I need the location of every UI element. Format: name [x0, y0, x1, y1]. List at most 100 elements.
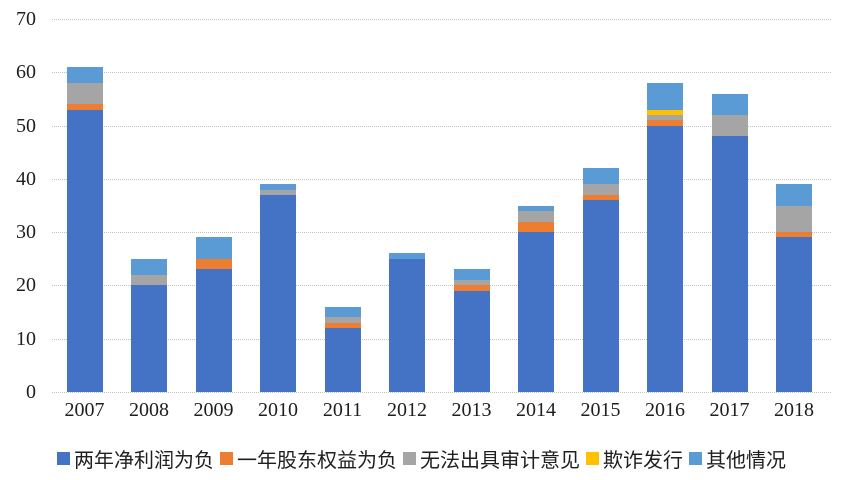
bar-segment	[711, 114, 748, 137]
bar-segment	[66, 104, 103, 110]
bar-segment	[389, 253, 425, 259]
bar-segment	[518, 210, 554, 222]
y-tick-label: 40	[16, 167, 36, 190]
legend-item-4: 其他情况	[689, 444, 786, 473]
bar-segment	[518, 221, 554, 233]
bar-segment	[260, 184, 296, 190]
bar-segment	[582, 184, 619, 195]
gridline	[52, 125, 831, 127]
gridline	[52, 232, 831, 234]
y-tick-label: 20	[16, 274, 36, 297]
bar-2018	[776, 184, 812, 392]
bar-2017	[711, 93, 748, 392]
bar-segment	[776, 232, 812, 238]
legend-item-0: 两年净利润为负	[57, 444, 214, 473]
gridline	[52, 285, 831, 287]
bar-segment	[66, 82, 103, 105]
bar-2008	[131, 258, 167, 392]
bar-segment	[66, 66, 103, 83]
bar-segment	[647, 125, 683, 392]
bar-segment	[453, 285, 490, 291]
bar-2009	[195, 237, 232, 392]
bar-segment	[324, 306, 361, 318]
gridline	[52, 178, 831, 180]
legend-label: 一年股东权益为负	[237, 450, 397, 472]
bar-segment	[776, 237, 812, 392]
bar-segment	[582, 194, 619, 201]
bar-segment	[647, 114, 683, 121]
bar-segment	[647, 109, 683, 115]
legend-swatch-icon	[220, 452, 233, 465]
bar-segment	[518, 205, 554, 211]
x-tick-label: 2009	[193, 399, 234, 421]
bar-segment	[711, 93, 748, 115]
bar-segment	[195, 269, 232, 392]
bar-2007	[66, 66, 103, 392]
x-tick-label: 2016	[645, 399, 685, 421]
bar-segment	[131, 258, 167, 275]
bar-segment	[776, 184, 812, 206]
x-tick-label: 2014	[516, 399, 556, 421]
bar-segment	[195, 237, 232, 259]
bar-segment	[131, 274, 167, 286]
bar-segment	[647, 120, 683, 126]
legend-swatch-icon	[403, 452, 416, 465]
y-tick-label: 70	[16, 8, 36, 30]
y-tick-label: 10	[16, 327, 36, 350]
bar-2013	[453, 269, 490, 392]
bar-segment	[453, 290, 490, 392]
bar-segment	[711, 136, 748, 392]
bar-segment	[324, 322, 361, 329]
bar-segment	[260, 194, 296, 392]
bar-2015	[582, 168, 619, 392]
x-tick-label: 2013	[451, 399, 492, 421]
bar-segment	[324, 317, 361, 323]
bar-2016	[647, 82, 683, 392]
gridline	[52, 338, 831, 340]
bar-2011	[324, 306, 361, 392]
x-tick-label: 2010	[258, 399, 298, 421]
y-tick-label: 0	[26, 381, 36, 403]
bar-segment	[389, 258, 425, 392]
gridline	[52, 392, 831, 393]
legend-swatch-icon	[586, 452, 599, 465]
x-tick-label: 2015	[580, 399, 621, 421]
legend-item-2: 无法出具审计意见	[403, 444, 580, 473]
x-tick-label: 2008	[129, 399, 169, 421]
y-tick-label: 50	[16, 114, 36, 137]
x-tick-label: 2007	[64, 399, 105, 421]
x-tick-label: 2011	[322, 399, 363, 421]
legend-label: 欺诈发行	[603, 450, 683, 472]
x-tick-label: 2018	[774, 399, 814, 421]
legend-item-3: 欺诈发行	[586, 444, 683, 473]
gridline	[52, 72, 831, 74]
bar-2010	[260, 184, 296, 392]
bar-2014	[518, 205, 554, 392]
legend-label: 两年净利润为负	[74, 450, 214, 472]
legend-swatch-icon	[689, 452, 702, 465]
bar-segment	[195, 258, 232, 270]
bar-segment	[324, 328, 361, 392]
x-tick-label: 2017	[709, 399, 750, 421]
bar-segment	[776, 205, 812, 233]
legend-label: 无法出具审计意见	[420, 450, 580, 472]
bar-segment	[518, 232, 554, 392]
bar-segment	[647, 82, 683, 110]
legend: 两年净利润为负 一年股东权益为负 无法出具审计意见 欺诈发行 其他情况	[0, 444, 843, 473]
bar-segment	[260, 189, 296, 195]
legend-swatch-icon	[57, 452, 70, 465]
gridline	[52, 19, 831, 20]
bar-segment	[131, 285, 167, 392]
bar-segment	[582, 200, 619, 392]
legend-item-1: 一年股东权益为负	[220, 444, 397, 473]
bar-2012	[389, 253, 425, 392]
bar-segment	[453, 269, 490, 281]
y-tick-label: 60	[16, 61, 36, 84]
bar-segment	[453, 280, 490, 286]
bar-segment	[66, 109, 103, 392]
y-tick-label: 30	[16, 221, 36, 244]
x-tick-label: 2012	[387, 399, 427, 421]
legend-label: 其他情况	[706, 450, 786, 472]
bar-segment	[582, 168, 619, 185]
